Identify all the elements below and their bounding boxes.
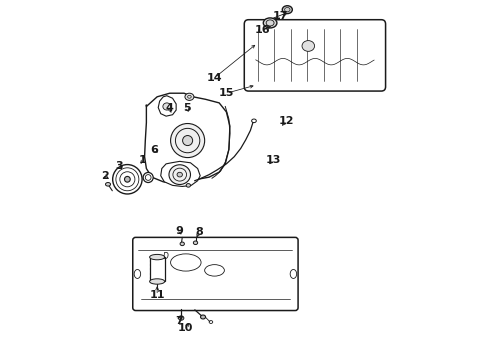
Text: 5: 5: [183, 103, 191, 113]
Text: 12: 12: [278, 116, 294, 126]
Ellipse shape: [185, 93, 194, 100]
Ellipse shape: [143, 172, 153, 183]
Text: 4: 4: [165, 103, 173, 113]
Text: 7: 7: [175, 316, 183, 325]
Ellipse shape: [169, 165, 191, 184]
Ellipse shape: [183, 135, 193, 145]
Polygon shape: [161, 161, 200, 186]
FancyBboxPatch shape: [245, 20, 386, 91]
Text: 16: 16: [254, 25, 270, 35]
Ellipse shape: [178, 316, 184, 320]
Polygon shape: [158, 96, 176, 116]
Ellipse shape: [149, 255, 165, 260]
Text: 1: 1: [139, 155, 147, 165]
Ellipse shape: [200, 315, 205, 319]
FancyBboxPatch shape: [133, 237, 298, 311]
Text: 3: 3: [115, 161, 122, 171]
Bar: [149, 257, 165, 282]
Ellipse shape: [194, 241, 197, 244]
Ellipse shape: [263, 18, 277, 28]
Ellipse shape: [180, 242, 184, 246]
Ellipse shape: [186, 184, 191, 187]
Text: 9: 9: [176, 226, 184, 236]
Ellipse shape: [105, 183, 111, 186]
Text: 13: 13: [265, 155, 281, 165]
Ellipse shape: [302, 41, 315, 51]
Text: D: D: [163, 252, 169, 261]
Text: 14: 14: [207, 73, 222, 83]
Text: 6: 6: [151, 144, 159, 154]
Text: 10: 10: [178, 323, 194, 333]
Text: 8: 8: [195, 227, 203, 237]
Ellipse shape: [171, 123, 205, 158]
Ellipse shape: [282, 6, 293, 14]
Ellipse shape: [124, 176, 130, 182]
Text: 17: 17: [272, 11, 288, 21]
Ellipse shape: [149, 279, 165, 284]
Polygon shape: [145, 93, 230, 184]
Ellipse shape: [177, 172, 182, 177]
Ellipse shape: [163, 103, 171, 110]
Text: 15: 15: [219, 88, 234, 98]
Text: 11: 11: [149, 291, 165, 301]
Ellipse shape: [113, 165, 142, 194]
Text: 2: 2: [101, 171, 109, 181]
